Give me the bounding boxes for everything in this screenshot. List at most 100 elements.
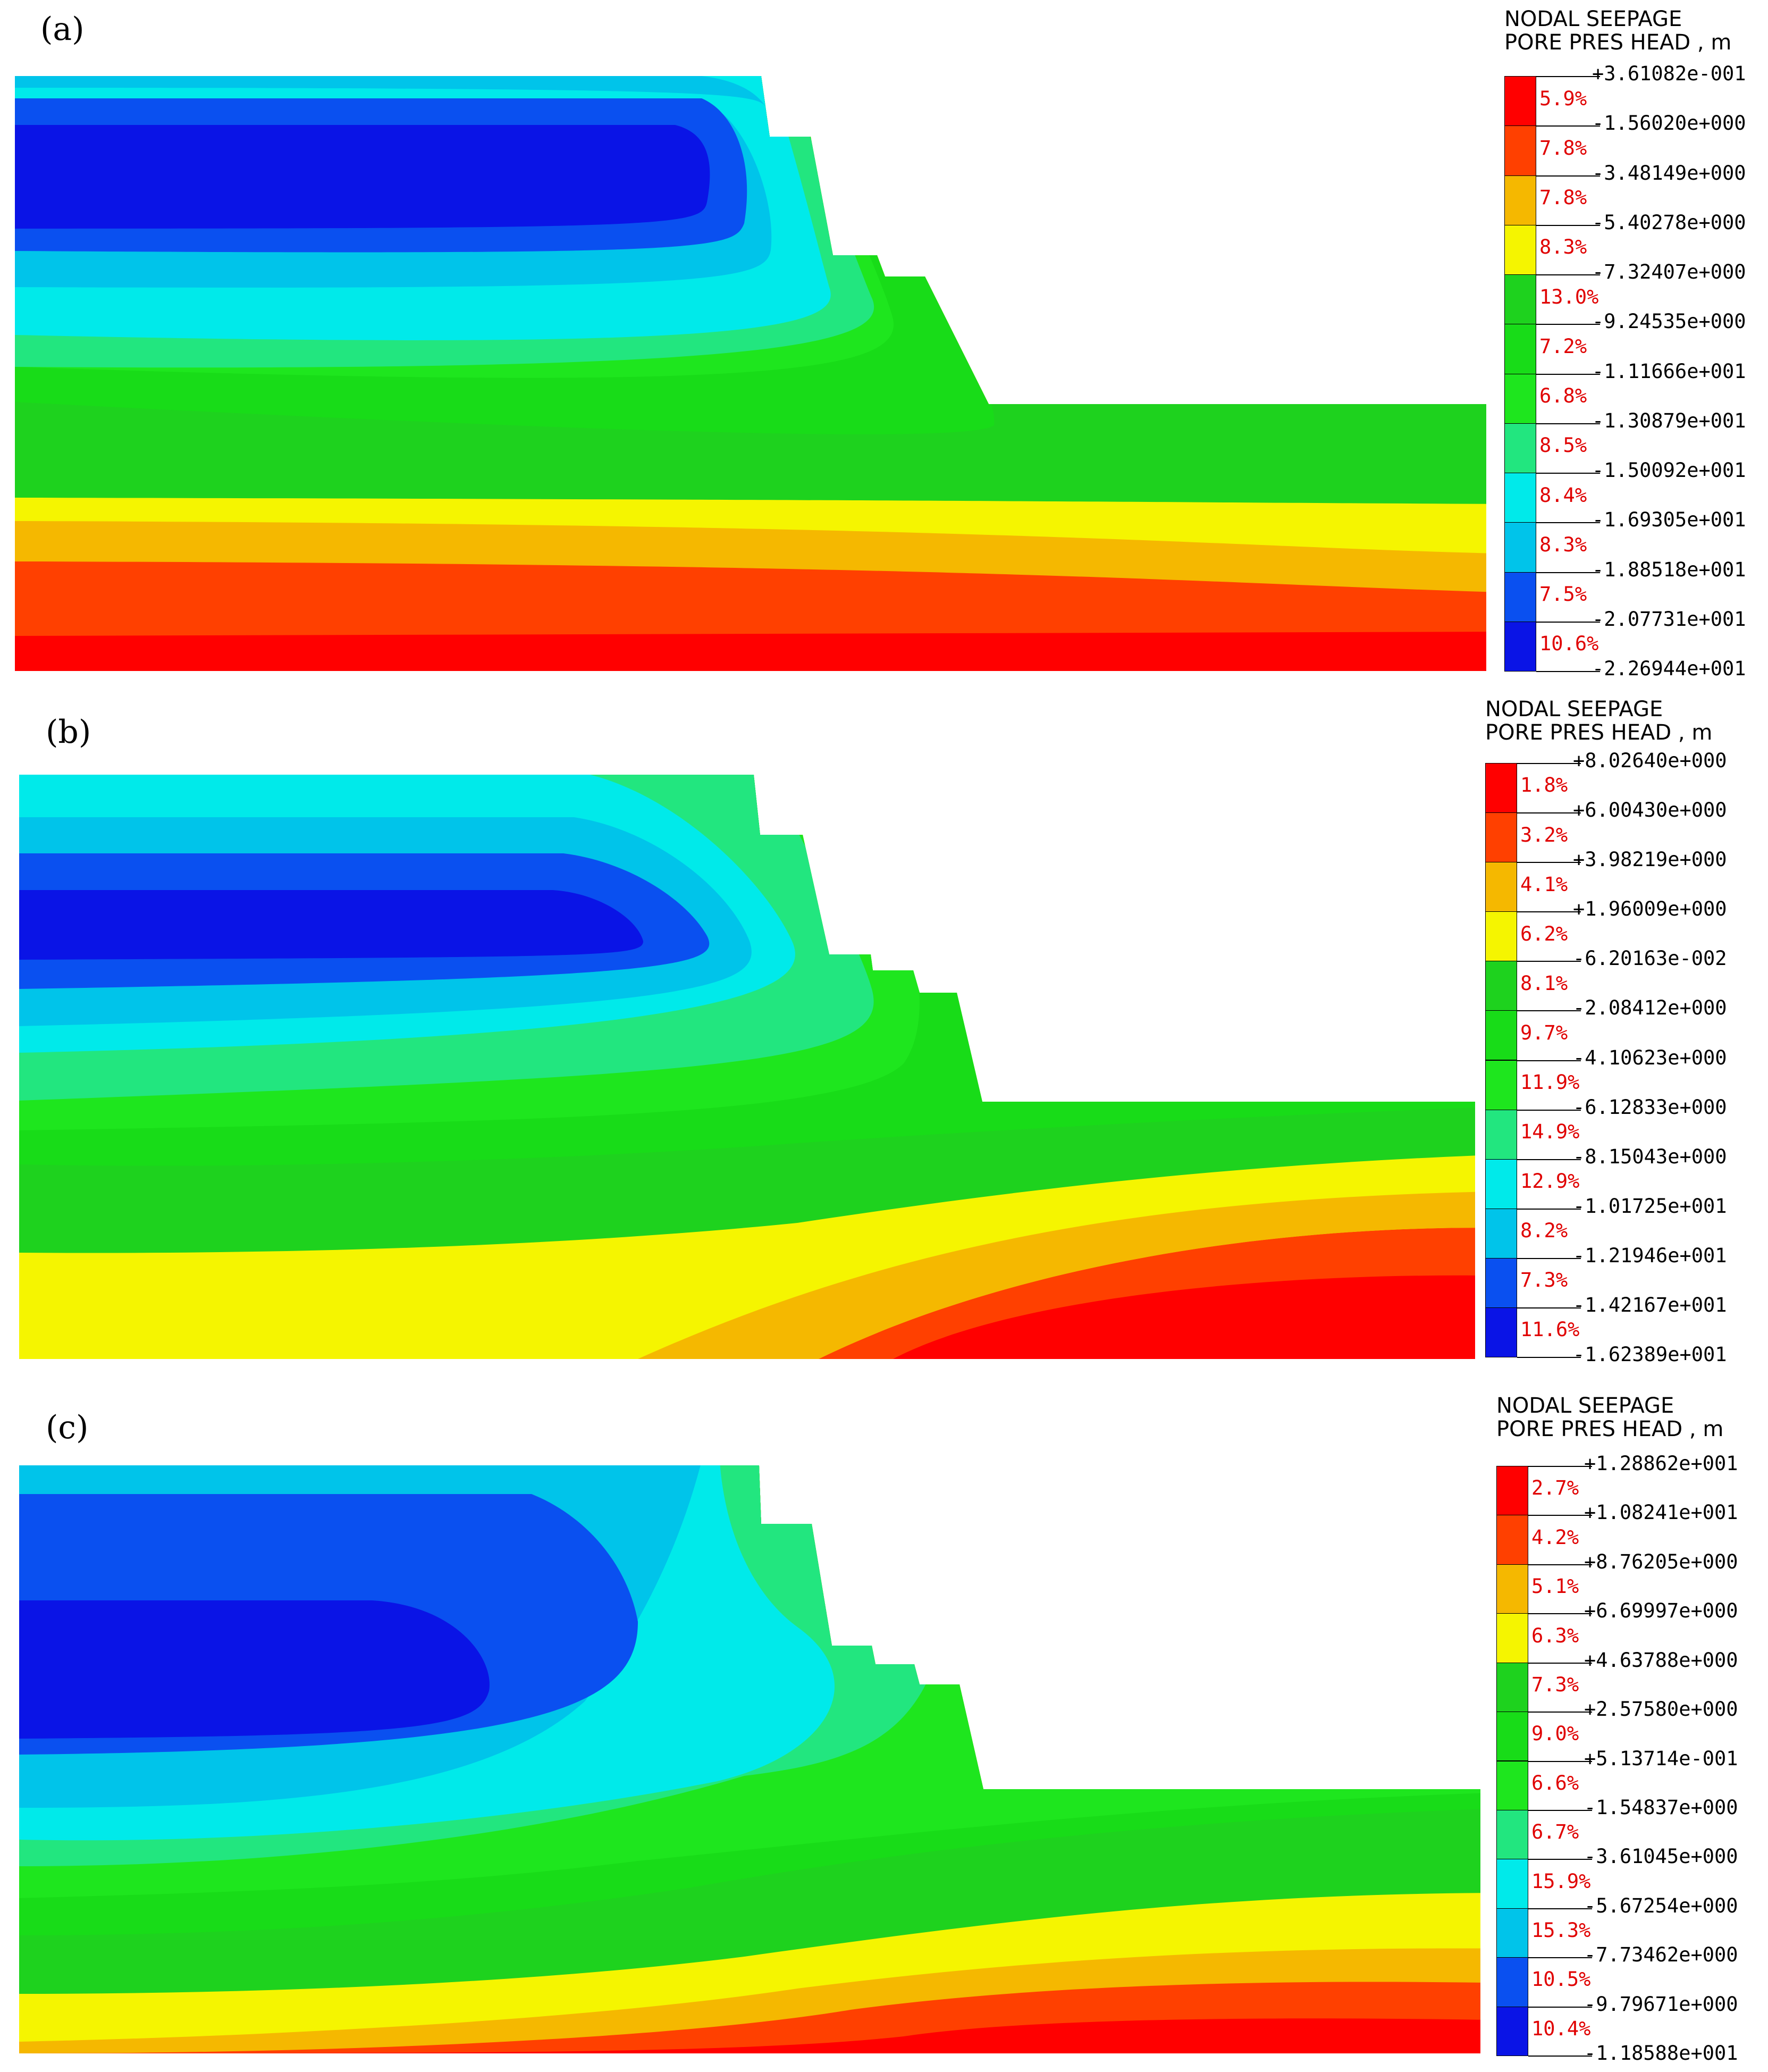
legend-tick: [1517, 1357, 1581, 1358]
legend-swatch: [1496, 1466, 1528, 1516]
legend-tick: [1517, 1307, 1581, 1308]
legend-tick: [1517, 763, 1581, 764]
legend-percent: 10.5%: [1531, 1968, 1591, 1991]
legend-swatch: [1496, 1613, 1528, 1663]
panel-label: (b): [46, 714, 91, 751]
legend-title-line1: NODAL SEEPAGE: [1496, 1394, 1674, 1418]
legend-tick: [1528, 1662, 1592, 1664]
legend-tick: [1536, 76, 1600, 77]
legend-percent: 13.0%: [1539, 285, 1599, 308]
legend-swatch: [1496, 2006, 1528, 2056]
legend-swatch: [1485, 1159, 1517, 1209]
legend-swatch: [1496, 1564, 1528, 1614]
legend-percent: 6.2%: [1520, 922, 1568, 945]
legend-swatch: [1496, 1760, 1528, 1810]
legend-swatch: [1485, 1109, 1517, 1160]
legend-percent: 6.8%: [1539, 384, 1587, 407]
legend-swatch: [1504, 572, 1536, 622]
legend-tick: [1536, 224, 1600, 226]
legend-value: -2.26944e+001: [1592, 657, 1746, 680]
legend-value: +1.28862e+001: [1584, 1452, 1738, 1475]
legend-tick: [1517, 862, 1581, 863]
legend-value: +2.57580e+000: [1584, 1698, 1738, 1721]
legend-swatch: [1485, 1010, 1517, 1061]
legend-tick: [1528, 1564, 1592, 1565]
legend-value: -1.11666e+001: [1592, 359, 1746, 383]
legend-value: -7.73462e+000: [1584, 1943, 1738, 1967]
legend-value: -5.67254e+000: [1584, 1894, 1738, 1917]
legend-value: -3.61045e+000: [1584, 1845, 1738, 1868]
legend-tick: [1517, 1010, 1581, 1012]
legend-tick: [1536, 274, 1600, 275]
legend-percent: 4.1%: [1520, 873, 1568, 896]
legend-tick: [1536, 324, 1600, 325]
legend-swatch: [1485, 1257, 1517, 1308]
legend-value: +1.96009e+000: [1573, 897, 1727, 921]
legend-tick: [1528, 1712, 1592, 1713]
legend-tick: [1517, 1159, 1581, 1160]
legend-tick: [1528, 1760, 1592, 1762]
legend-value: -1.42167e+001: [1573, 1293, 1727, 1316]
legend-percent: 15.3%: [1531, 1919, 1591, 1942]
legend-value: +8.76205e+000: [1584, 1550, 1738, 1573]
legend-percent: 1.8%: [1520, 774, 1568, 797]
legend-percent: 7.5%: [1539, 583, 1587, 606]
legend-value: -2.08412e+000: [1573, 996, 1727, 1020]
legend-swatch: [1504, 324, 1536, 374]
legend-percent: 11.6%: [1520, 1318, 1580, 1341]
legend-tick: [1536, 423, 1600, 424]
legend-swatch: [1496, 1908, 1528, 1958]
legend-percent: 8.2%: [1520, 1219, 1568, 1243]
legend-tick: [1536, 125, 1600, 127]
contour-plot: [19, 1465, 1480, 2053]
legend-swatch: [1485, 763, 1517, 813]
legend-swatch: [1485, 1307, 1517, 1357]
legend-value: +5.13714e-001: [1584, 1747, 1738, 1770]
legend-tick: [1528, 2006, 1592, 2008]
legend-swatch: [1485, 1208, 1517, 1259]
legend-value: -1.30879e+001: [1592, 409, 1746, 432]
legend-value: -2.07731e+001: [1592, 607, 1746, 631]
legend-value: +1.08241e+001: [1584, 1501, 1738, 1524]
legend-percent: 5.1%: [1531, 1575, 1579, 1598]
legend-value: +8.02640e+000: [1573, 749, 1727, 772]
legend-percent: 7.2%: [1539, 334, 1587, 358]
legend-value: +6.69997e+000: [1584, 1599, 1738, 1623]
legend-value: +4.63788e+000: [1584, 1648, 1738, 1672]
legend-tick: [1528, 1809, 1592, 1811]
legend-swatch: [1504, 473, 1536, 523]
legend-swatch: [1504, 423, 1536, 473]
legend-swatch: [1504, 76, 1536, 127]
legend-value: -1.50092e+001: [1592, 459, 1746, 482]
legend: NODAL SEEPAGE PORE PRES HEAD , m 2.7% 4.2…: [1491, 1382, 1768, 2072]
legend-percent: 6.6%: [1531, 1771, 1579, 1794]
legend-percent: 15.9%: [1531, 1869, 1591, 1893]
legend-value: -8.15043e+000: [1573, 1145, 1727, 1168]
legend-percent: 3.2%: [1520, 823, 1568, 846]
legend-swatch: [1504, 175, 1536, 225]
legend-swatch: [1496, 1859, 1528, 1909]
legend-percent: 6.3%: [1531, 1624, 1579, 1647]
legend-tick: [1536, 572, 1600, 573]
legend-swatch: [1485, 862, 1517, 912]
panel-label: (a): [40, 11, 85, 48]
contour-plot: [15, 76, 1486, 671]
panel-c: (c) NODAL SEEPAGE PORE PRES HEAD , m 2.7…: [0, 1382, 1768, 2072]
contour-plot: [19, 775, 1475, 1359]
panel-b: (b) NODAL SEEPAGE PORE PRES HEAD , m 1.8…: [0, 691, 1768, 1377]
legend-tick: [1528, 1957, 1592, 1959]
legend-tick: [1517, 812, 1581, 814]
legend-tick: [1536, 522, 1600, 524]
legend-tick: [1536, 621, 1600, 623]
legend-value: -1.21946e+001: [1573, 1244, 1727, 1267]
legend-swatch: [1504, 224, 1536, 275]
legend-value: -5.40278e+000: [1592, 211, 1746, 234]
legend-swatch: [1485, 911, 1517, 962]
legend-percent: 8.4%: [1539, 483, 1587, 507]
legend-percent: 10.6%: [1539, 632, 1599, 656]
legend-tick: [1528, 1466, 1592, 1467]
legend-tick: [1536, 473, 1600, 474]
legend-title-line2: PORE PRES HEAD , m: [1496, 1417, 1724, 1441]
legend-swatch: [1496, 1809, 1528, 1860]
legend-value: -9.24535e+000: [1592, 310, 1746, 333]
